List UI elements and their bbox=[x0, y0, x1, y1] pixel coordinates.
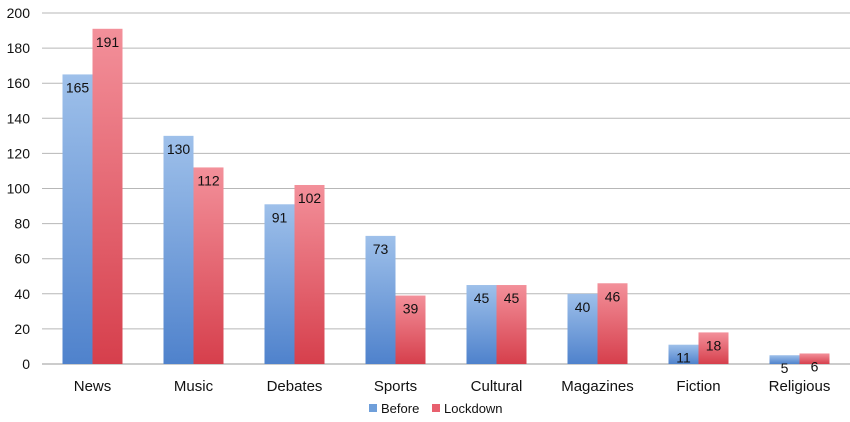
category-label: Magazines bbox=[561, 378, 634, 395]
x-axis: News Music Debates Sports Cultural Magazines F… bbox=[74, 378, 831, 395]
legend-swatch-before bbox=[369, 404, 377, 412]
data-label: 11 bbox=[676, 350, 691, 366]
bar-lockdown bbox=[294, 184, 325, 364]
legend-label-lockdown: Lockdown bbox=[444, 401, 503, 416]
category-label: Cultural bbox=[471, 378, 523, 395]
data-label: 73 bbox=[373, 241, 389, 257]
bar-before bbox=[264, 204, 295, 364]
data-label: 91 bbox=[272, 209, 288, 225]
bar-lockdown bbox=[799, 353, 830, 364]
bar-before bbox=[466, 285, 497, 364]
legend: Before Lockdown bbox=[369, 401, 503, 416]
bar-before bbox=[769, 355, 800, 364]
y-tick-label: 40 bbox=[14, 286, 30, 302]
data-label: 18 bbox=[706, 337, 722, 353]
data-label: 5 bbox=[781, 360, 789, 376]
category-label: Music bbox=[174, 378, 214, 395]
bar-lockdown bbox=[496, 285, 527, 364]
data-label: 39 bbox=[403, 301, 419, 317]
data-label: 102 bbox=[298, 190, 322, 206]
bar-before bbox=[668, 344, 699, 364]
y-tick-label: 20 bbox=[14, 321, 30, 337]
y-tick-label: 160 bbox=[7, 75, 31, 91]
data-label: 45 bbox=[474, 290, 490, 306]
gridlines bbox=[42, 12, 850, 365]
data-label: 112 bbox=[197, 172, 220, 188]
category-label: Religious bbox=[769, 378, 831, 395]
data-label: 130 bbox=[167, 141, 191, 157]
y-tick-label: 200 bbox=[7, 5, 31, 21]
y-tick-label: 0 bbox=[22, 356, 30, 372]
bar-lockdown bbox=[92, 28, 123, 364]
bar-before bbox=[567, 293, 598, 364]
y-tick-label: 60 bbox=[14, 251, 30, 267]
legend-swatch-lockdown bbox=[432, 404, 440, 412]
data-label: 40 bbox=[575, 299, 591, 315]
y-axis: 0 20 40 60 80 100 120 140 160 180 200 bbox=[7, 5, 31, 372]
category-label: Debates bbox=[267, 378, 323, 395]
y-tick-label: 80 bbox=[14, 216, 30, 232]
bar-lockdown bbox=[395, 295, 426, 364]
data-label: 6 bbox=[811, 358, 819, 374]
category-label: News bbox=[74, 378, 112, 395]
data-label: 191 bbox=[96, 34, 120, 50]
y-tick-label: 180 bbox=[7, 40, 31, 56]
bar-before bbox=[163, 135, 194, 364]
legend-label-before: Before bbox=[381, 401, 419, 416]
category-label: Fiction bbox=[676, 378, 720, 395]
bar-lockdown bbox=[698, 332, 729, 364]
data-label: 46 bbox=[605, 288, 621, 304]
y-tick-label: 120 bbox=[7, 145, 31, 161]
bar-before bbox=[62, 74, 93, 365]
y-tick-label: 140 bbox=[7, 110, 31, 126]
data-label: 165 bbox=[66, 79, 90, 95]
bar-lockdown bbox=[193, 167, 224, 364]
category-label: Sports bbox=[374, 378, 417, 395]
bars: 165 191 130 112 91 102 73 39 45 45 40 46 11 18 5 6 bbox=[62, 28, 830, 376]
bar-before bbox=[365, 235, 396, 364]
y-tick-label: 100 bbox=[7, 181, 31, 197]
data-label: 45 bbox=[504, 290, 520, 306]
bar-lockdown bbox=[597, 283, 628, 364]
